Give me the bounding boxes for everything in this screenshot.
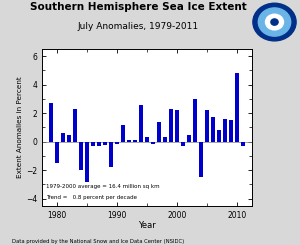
Bar <box>109 142 113 167</box>
Bar <box>187 135 191 142</box>
Bar <box>163 137 167 142</box>
Circle shape <box>271 19 278 25</box>
Bar <box>181 142 185 146</box>
Bar <box>145 137 149 142</box>
Bar <box>193 99 197 142</box>
Text: Trend =   0.8 percent per decade: Trend = 0.8 percent per decade <box>46 195 137 199</box>
Bar <box>235 73 239 142</box>
Circle shape <box>253 3 296 41</box>
Bar <box>85 142 89 182</box>
Bar <box>103 142 107 145</box>
Bar <box>97 142 101 146</box>
Bar <box>157 122 161 142</box>
Bar <box>139 105 143 142</box>
Text: July Anomalies, 1979-2011: July Anomalies, 1979-2011 <box>77 22 199 31</box>
Circle shape <box>258 8 291 36</box>
Bar <box>169 109 173 142</box>
Bar <box>79 142 83 170</box>
Bar <box>151 142 155 144</box>
Text: Southern Hemisphere Sea Ice Extent: Southern Hemisphere Sea Ice Extent <box>30 2 246 12</box>
Bar <box>229 120 233 142</box>
Bar <box>199 142 203 177</box>
X-axis label: Year: Year <box>138 221 156 230</box>
Text: Data provided by the National Snow and Ice Data Center (NSIDC): Data provided by the National Snow and I… <box>12 239 184 244</box>
Bar <box>241 142 245 146</box>
Bar <box>175 110 179 142</box>
Bar <box>217 130 221 142</box>
Bar <box>91 142 95 146</box>
Bar <box>67 135 71 142</box>
Bar <box>223 119 227 142</box>
Bar <box>55 142 59 163</box>
Bar <box>61 133 65 142</box>
Bar <box>121 124 125 142</box>
Bar <box>73 109 77 142</box>
Text: 1979-2000 average = 16.4 million sq km: 1979-2000 average = 16.4 million sq km <box>46 184 160 189</box>
Bar <box>127 139 131 142</box>
Bar <box>211 117 215 142</box>
Y-axis label: Extent Anomalies in Percent: Extent Anomalies in Percent <box>17 76 23 178</box>
Bar <box>133 140 137 142</box>
Bar <box>115 142 119 144</box>
Bar <box>49 103 53 142</box>
Circle shape <box>266 14 284 30</box>
Bar <box>205 110 209 142</box>
